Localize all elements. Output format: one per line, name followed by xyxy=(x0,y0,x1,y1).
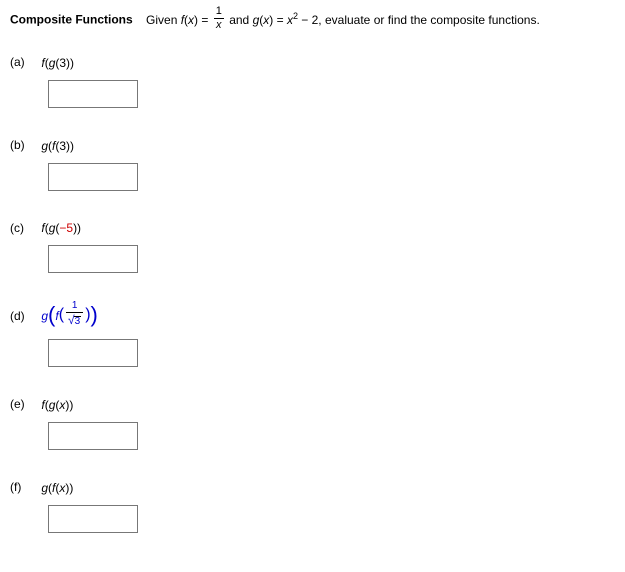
part-label-e: (e) xyxy=(10,397,38,411)
expression-f: g(f(x)) xyxy=(41,481,73,495)
part-label-b: (b) xyxy=(10,138,38,152)
part-label-d: (d) xyxy=(10,309,38,323)
problem-a: (a) f(g(3)) xyxy=(10,55,615,108)
answer-input-f[interactable] xyxy=(48,505,138,533)
expression-a: f(g(3)) xyxy=(41,56,74,70)
problem-c: (c) f(g(−5)) xyxy=(10,221,615,274)
expression-d: g(f(13)) xyxy=(41,303,98,329)
given-text: Given f(x) = 1x and g(x) = x2 − 2, evalu… xyxy=(146,13,540,27)
expression-c: f(g(−5)) xyxy=(41,221,81,235)
problem-d: (d) g(f(13)) xyxy=(10,303,615,367)
expression-b: g(f(3)) xyxy=(41,139,74,153)
answer-input-b[interactable] xyxy=(48,163,138,191)
fraction-1-over-x: 1x xyxy=(214,6,224,31)
problem-header: Composite Functions Given f(x) = 1x and … xyxy=(10,8,615,33)
problem-b: (b) g(f(3)) xyxy=(10,138,615,191)
answer-input-d[interactable] xyxy=(48,339,138,367)
problem-e: (e) f(g(x)) xyxy=(10,397,615,450)
answer-input-e[interactable] xyxy=(48,422,138,450)
problem-f: (f) g(f(x)) xyxy=(10,480,615,533)
section-title: Composite Functions xyxy=(10,13,133,27)
part-label-a: (a) xyxy=(10,55,38,69)
part-label-c: (c) xyxy=(10,221,38,235)
part-label-f: (f) xyxy=(10,480,38,494)
answer-input-a[interactable] xyxy=(48,80,138,108)
answer-input-c[interactable] xyxy=(48,245,138,273)
expression-e: f(g(x)) xyxy=(41,398,73,412)
